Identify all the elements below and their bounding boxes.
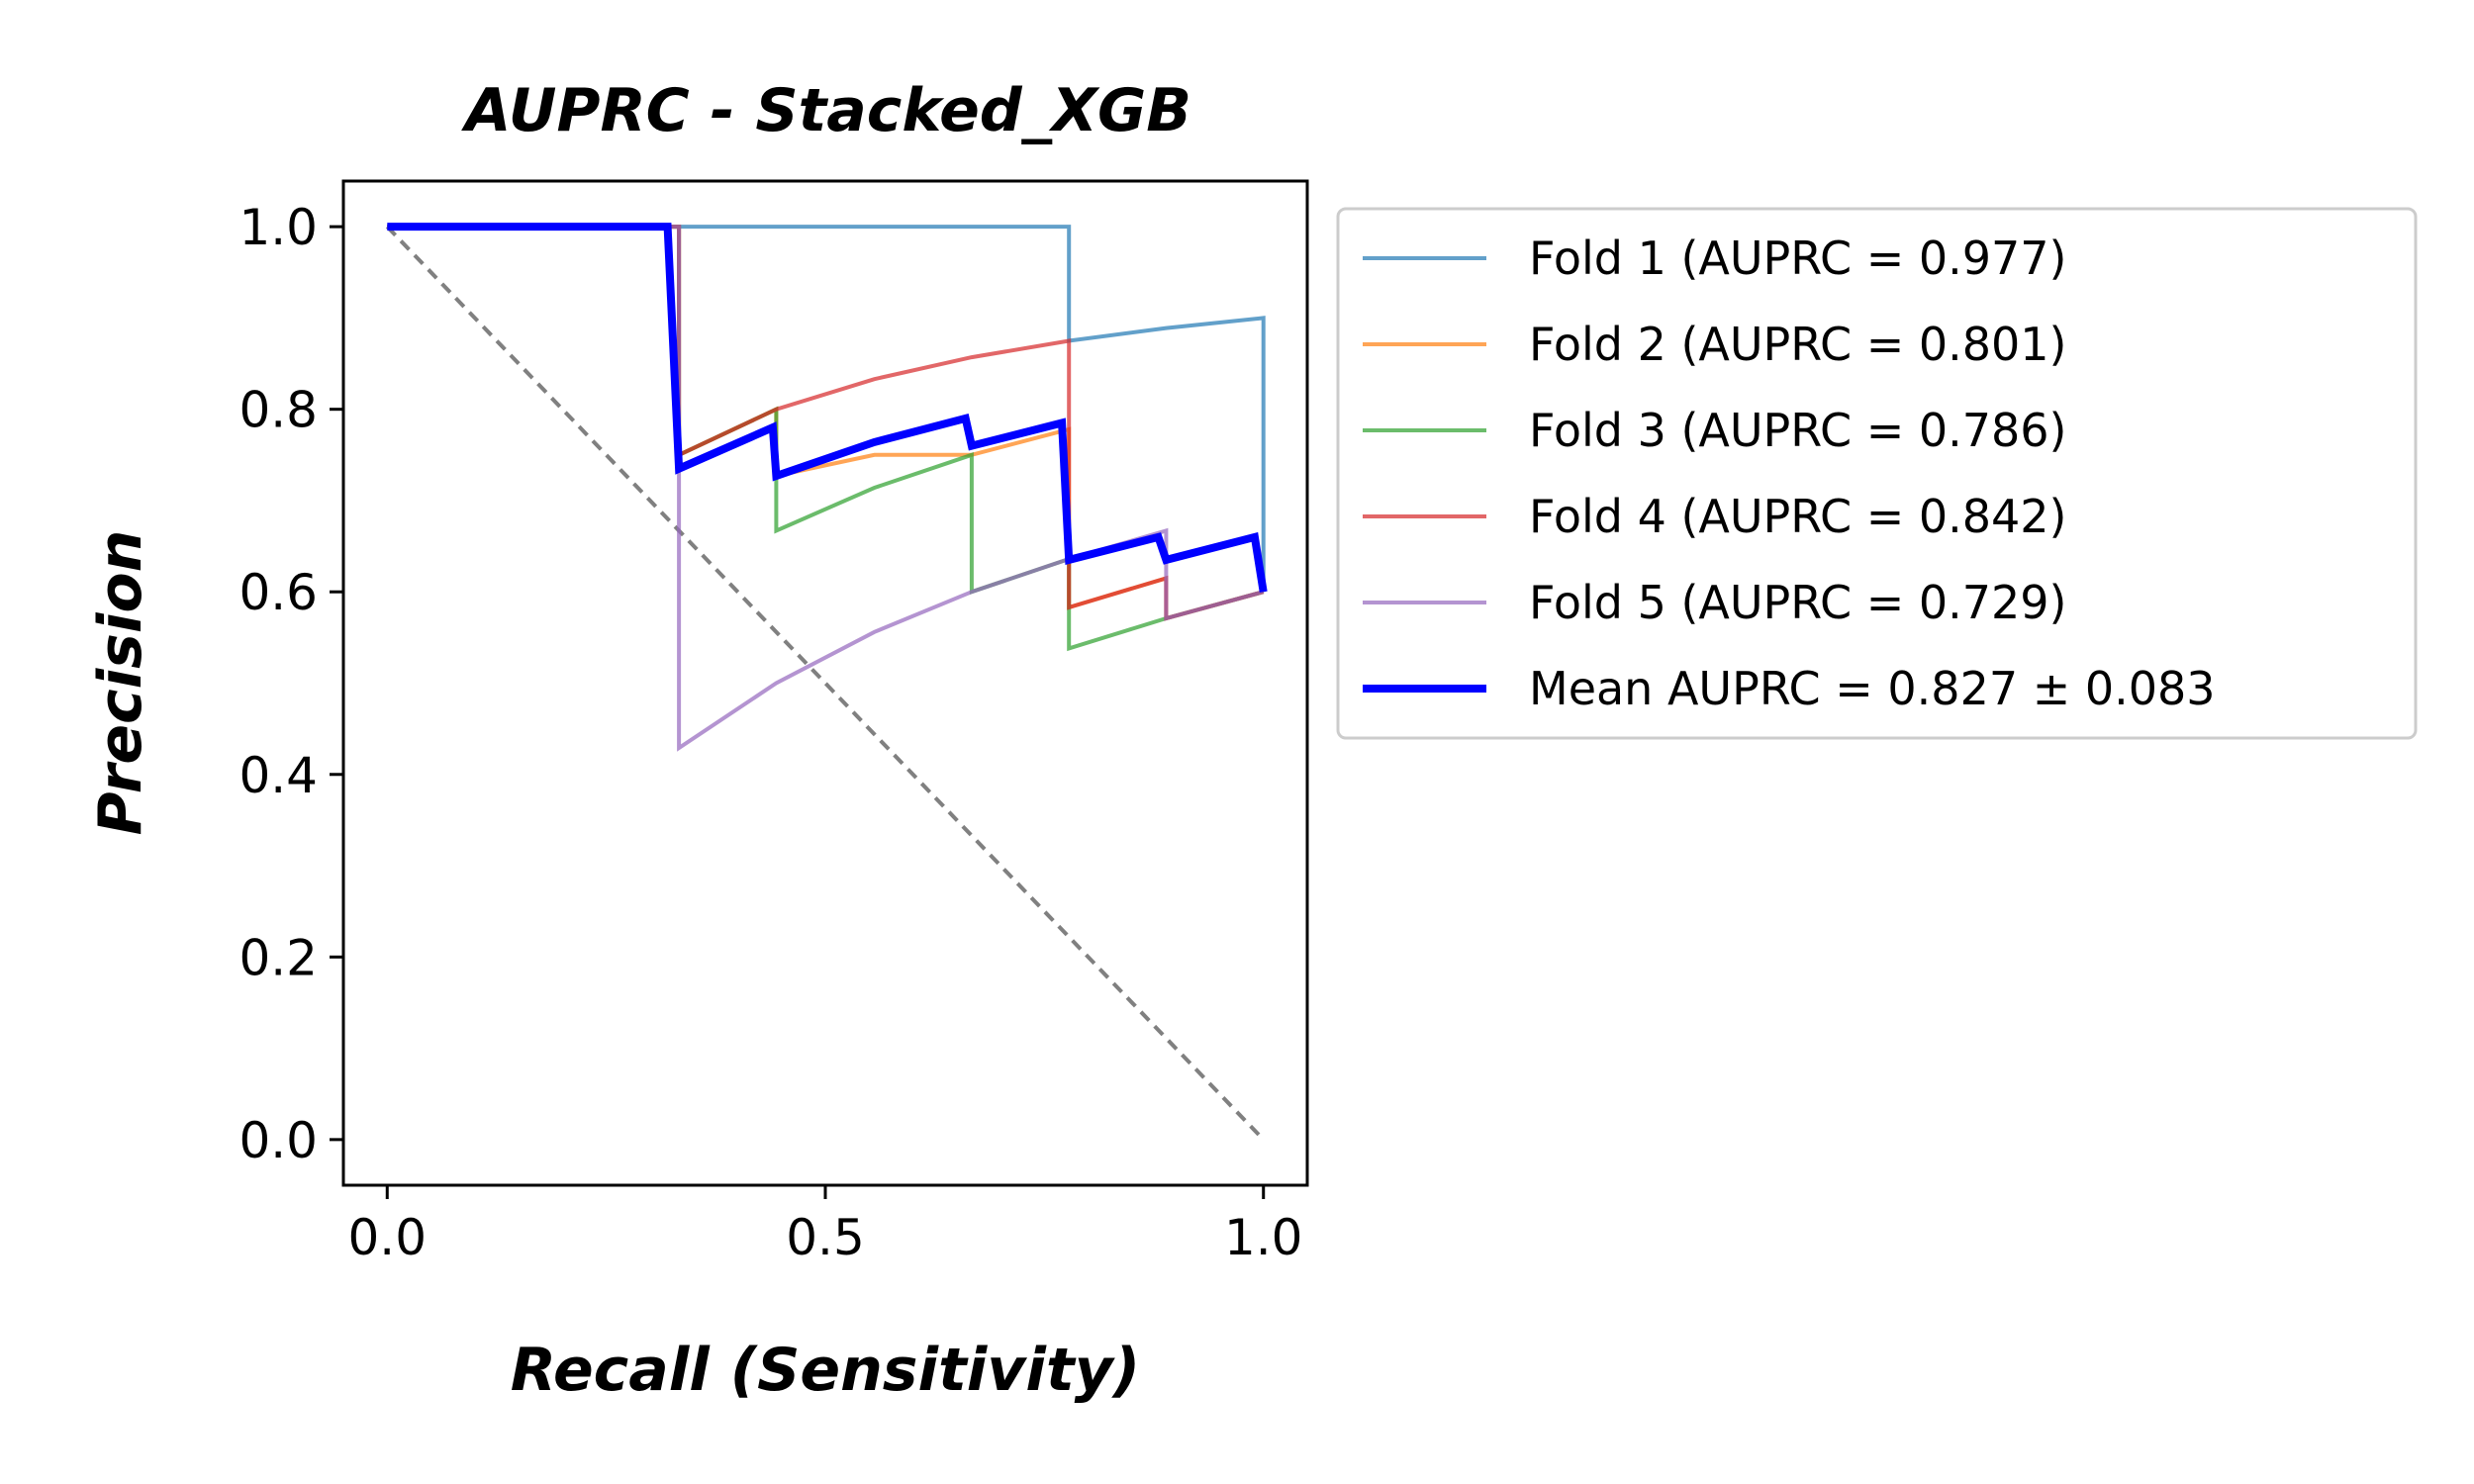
legend-label: Fold 3 (AUPRC = 0.786)	[1529, 404, 2067, 457]
y-tick-label: 0.0	[238, 1112, 318, 1169]
reference-diagonal	[385, 225, 1266, 1142]
y-tick-label: 0.2	[238, 929, 318, 986]
legend-item: Fold 2 (AUPRC = 0.801)	[1363, 318, 2067, 371]
legend-item: Fold 3 (AUPRC = 0.786)	[1363, 404, 2067, 457]
x-tick-label: 0.5	[786, 1209, 865, 1266]
series-layer	[387, 223, 1268, 752]
legend-label: Fold 5 (AUPRC = 0.729)	[1529, 576, 2067, 629]
reference-layer	[385, 225, 1266, 1142]
series-line-fold-5	[387, 225, 1265, 752]
legend-label: Fold 1 (AUPRC = 0.977)	[1529, 232, 2067, 285]
y-tick-label: 0.8	[238, 382, 318, 439]
y-tick-label: 0.6	[238, 564, 318, 621]
legend-box	[1336, 207, 2418, 740]
plot-area	[341, 179, 1309, 1187]
y-tick-label: 0.4	[238, 747, 318, 804]
series-line-fold-3	[387, 225, 1265, 652]
legend: Fold 1 (AUPRC = 0.977) Fold 2 (AUPRC = 0.…	[1336, 207, 2418, 740]
y-tick-label: 1.0	[238, 199, 318, 256]
y-axis: 0.0 0.2 0.4 0.6 0.8 1.0	[238, 199, 343, 1169]
x-axis-label: Recall (Sensitivity)	[511, 1336, 1140, 1405]
legend-item: Fold 4 (AUPRC = 0.842)	[1363, 490, 2067, 543]
legend-item: Fold 1 (AUPRC = 0.977)	[1363, 232, 2067, 285]
series-line-fold-2	[387, 225, 1265, 621]
series-line-fold-4	[387, 225, 1265, 621]
legend-label: Fold 2 (AUPRC = 0.801)	[1529, 318, 2067, 371]
x-axis: 0.0 0.5 1.0	[348, 1185, 1303, 1266]
chart-title: AUPRC - Stacked_XGB	[461, 76, 1191, 145]
legend-item: Mean AUPRC = 0.827 ± 0.083	[1363, 662, 2216, 715]
legend-label: Mean AUPRC = 0.827 ± 0.083	[1529, 662, 2216, 715]
legend-item: Fold 5 (AUPRC = 0.729)	[1363, 576, 2067, 629]
x-tick-label: 0.0	[348, 1209, 428, 1266]
legend-label: Fold 4 (AUPRC = 0.842)	[1529, 490, 2067, 543]
series-line-fold-1	[387, 225, 1266, 593]
x-tick-label: 1.0	[1224, 1209, 1303, 1266]
series-line-mean	[387, 223, 1268, 593]
y-axis-label: Precision	[86, 530, 155, 836]
